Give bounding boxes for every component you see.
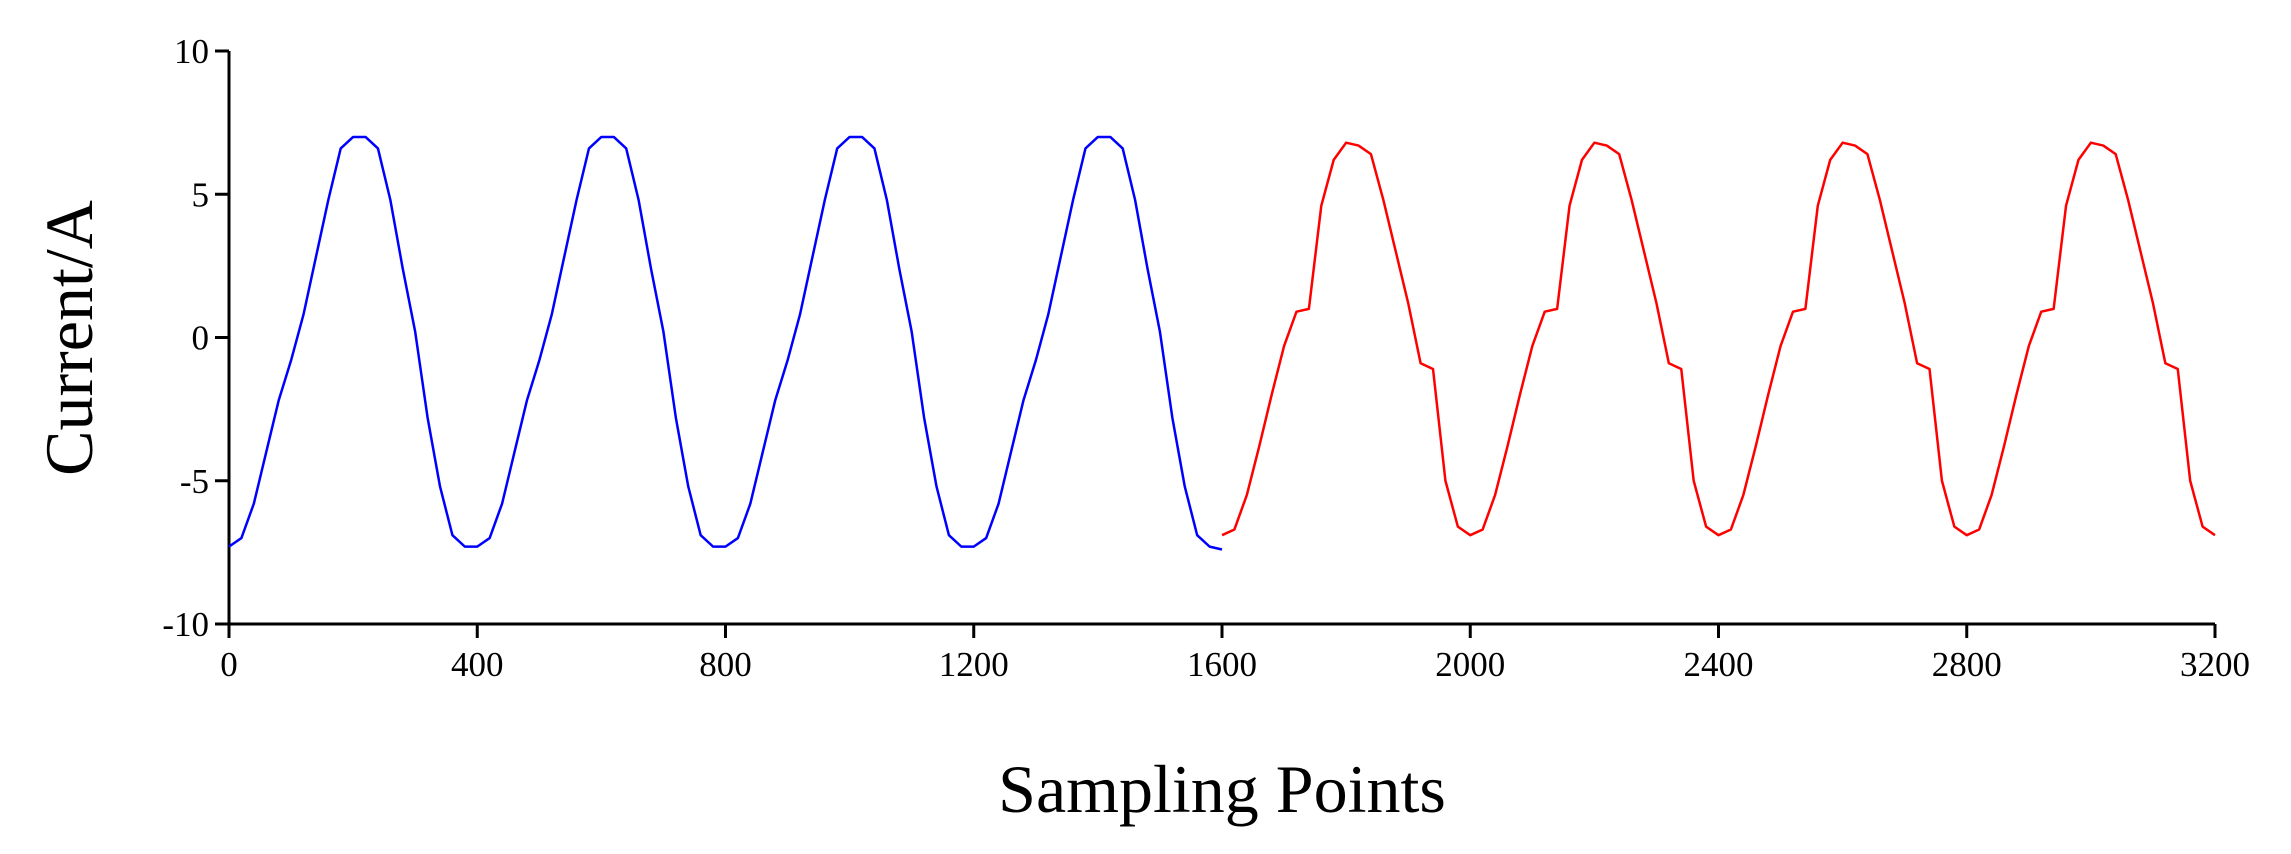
x-tick-label: 1200 xyxy=(939,645,1009,684)
x-tick-label: 2400 xyxy=(1684,645,1754,684)
x-tick-label: 2000 xyxy=(1435,645,1505,684)
y-tick-label: 0 xyxy=(192,319,210,358)
series-line xyxy=(228,135,1223,551)
x-tick-label: 800 xyxy=(699,645,752,684)
x-axis-label: Sampling Points xyxy=(998,751,1446,827)
x-tick-label: 1600 xyxy=(1187,645,1257,684)
x-tick-label: 400 xyxy=(451,645,504,684)
series-line xyxy=(1221,141,2216,537)
x-tick-label: 0 xyxy=(220,645,238,684)
y-tick-label: -10 xyxy=(162,605,209,644)
y-tick-label: 10 xyxy=(174,32,209,71)
y-tick-label: -5 xyxy=(180,462,209,501)
x-tick-label: 2800 xyxy=(1932,645,2002,684)
x-tick-label: 3200 xyxy=(2180,645,2250,684)
y-tick-label: 5 xyxy=(192,175,210,214)
y-axis-label: Current/A xyxy=(31,200,107,476)
